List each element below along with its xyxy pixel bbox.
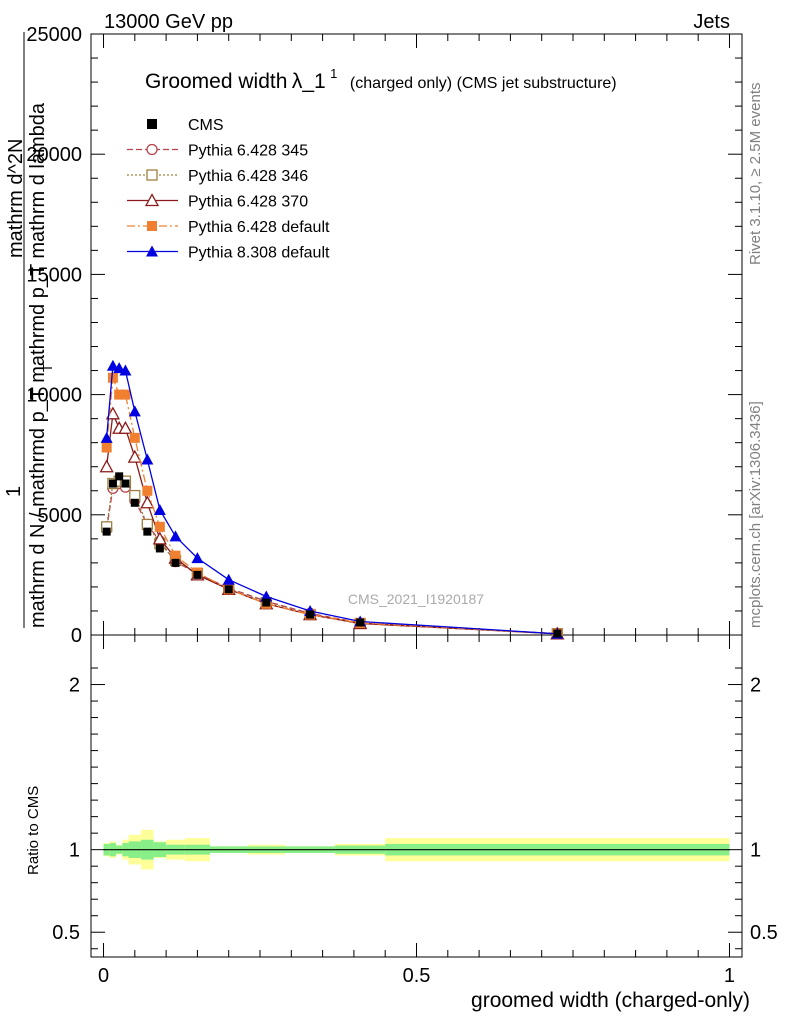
ratio-tick-label: 0.5 <box>52 922 80 944</box>
data-point-cms <box>115 472 124 481</box>
data-point-pythia-8-308-default <box>191 552 204 564</box>
y-label-sub: T <box>40 364 55 372</box>
series-pythia-8-308-default <box>100 359 564 639</box>
ratio-tick-label-right: 2 <box>750 675 761 697</box>
ratio-ylabel: Ratio to CMS <box>25 786 42 875</box>
data-point-pythia-8-308-default <box>106 359 119 371</box>
y-label-line2: mathrm d^2N <box>5 139 27 258</box>
data-point-pythia-8-308-default <box>169 530 182 542</box>
data-point-cms <box>130 498 139 507</box>
series-line-pythia-6-428-default <box>105 377 558 635</box>
main-ticks: 0 5000 10000 15000 20000 25000 <box>26 24 742 647</box>
data-point-pythia-8-308-default <box>141 453 154 465</box>
y-label-denominator: mathrm d N / mathrmd p_T mathrmd p_T mat… <box>27 102 49 628</box>
y-tick-label: 5000 <box>38 505 83 527</box>
data-point-cms <box>262 598 271 607</box>
ratio-plot-frame <box>90 634 743 958</box>
legend-label-cms: CMS <box>188 117 224 134</box>
y-tick-label: 20000 <box>26 144 82 166</box>
legend-marker-pythia-6-428-346 <box>146 169 158 181</box>
plot-title-sup: 1 <box>330 66 337 81</box>
data-point-pythia-8-308-default <box>119 364 132 376</box>
mcplots-label: mcplots.cern.ch [arXiv:1306.3436] <box>747 401 764 628</box>
data-point-pythia-8-308-default <box>128 405 141 417</box>
x-axis-label: groomed width (charged-only) <box>471 989 750 1012</box>
rivet-label: Rivet 3.1.10, ≥ 2.5M events <box>747 83 764 266</box>
legend-label-pythia-8-308-default: Pythia 8.308 default <box>188 245 330 262</box>
x-tick-label: 1 <box>724 965 735 987</box>
data-point-pythia-6-428-default <box>129 432 140 443</box>
data-point-pythia-6-428-370 <box>118 420 133 434</box>
ratio-tick-label: 1 <box>69 840 80 862</box>
header-right: Jets <box>693 11 730 33</box>
data-point-cms <box>108 479 117 488</box>
data-point-cms <box>171 558 180 567</box>
data-point-pythia-8-308-default <box>100 431 113 443</box>
series-line-pythia-8-308-default <box>105 364 558 635</box>
analysis-watermark: CMS_2021_I1920187 <box>348 591 484 607</box>
legend-marker-pythia-8-308-default <box>146 245 158 257</box>
plot-title-lambda: λ_1 <box>292 70 326 93</box>
data-point-pythia-8-308-default <box>222 573 235 585</box>
legend-label-pythia-6-428-370: Pythia 6.428 370 <box>188 194 308 211</box>
series-pythia-6-428-370 <box>99 406 565 640</box>
data-point-pythia-6-428-370 <box>99 459 114 473</box>
x-tick-label: 0 <box>98 965 109 987</box>
series-layer <box>99 359 565 640</box>
legend-marker-pythia-6-428-345 <box>146 143 158 156</box>
data-point-cms <box>553 629 562 638</box>
data-point-cms <box>224 585 233 594</box>
data-point-pythia-8-308-default <box>113 362 126 374</box>
data-point-pythia-6-428-default <box>107 372 118 383</box>
ratio-tick-label-right: 0.5 <box>750 922 778 944</box>
data-point-pythia-6-428-370 <box>127 449 142 463</box>
data-point-cms <box>193 570 202 579</box>
legend-label-pythia-6-428-346: Pythia 6.428 346 <box>188 168 308 185</box>
data-point-cms <box>356 618 365 627</box>
data-point-pythia-8-308-default <box>153 503 166 515</box>
y-label-one: 1 <box>3 486 25 497</box>
plot-title-main: Groomed width <box>145 70 287 93</box>
legend-label-pythia-6-428-345: Pythia 6.428 345 <box>188 143 308 160</box>
data-point-pythia-6-428-default <box>114 389 125 400</box>
ratio-ticks: 0.5 0.5 1 1 2 2 0 0.5 1 <box>52 635 778 987</box>
legend-marker-cms <box>147 119 157 129</box>
y-tick-label: 25000 <box>26 24 82 46</box>
y-tick-label: 15000 <box>26 264 82 286</box>
ratio-tick-label: 2 <box>69 675 80 697</box>
data-point-pythia-6-428-default <box>120 389 131 400</box>
data-point-pythia-6-428-370 <box>140 495 155 509</box>
data-point-pythia-6-428-370 <box>152 531 167 545</box>
header-left: 13000 GeV pp <box>104 11 233 33</box>
data-point-cms <box>155 544 164 553</box>
x-tick-label: 0.5 <box>403 965 431 987</box>
plot-title-rest: (charged only) (CMS jet substructure) <box>350 75 617 92</box>
data-point-cms <box>143 527 152 536</box>
data-point-cms <box>306 610 315 619</box>
data-point-pythia-6-428-default <box>170 550 181 561</box>
legend-marker-pythia-6-428-default <box>147 221 157 231</box>
data-point-cms <box>121 479 130 488</box>
legend-label-pythia-6-428-default: Pythia 6.428 default <box>188 219 330 236</box>
plot-title: Groomed width λ_1 1 (charged only) (CMS … <box>145 65 617 93</box>
legend-marker-pythia-6-428-370 <box>144 193 160 207</box>
data-point-cms <box>102 527 111 536</box>
data-point-pythia-6-428-default <box>142 485 153 496</box>
y-tick-label: 0 <box>71 625 82 647</box>
series-cms <box>102 472 562 638</box>
data-point-pythia-6-428-default <box>154 521 165 532</box>
data-point-pythia-6-428-default <box>101 442 112 453</box>
series-line-pythia-6-428-370 <box>105 411 558 635</box>
series-pythia-6-428-default <box>101 372 563 639</box>
ratio-tick-label-right: 1 <box>750 840 761 862</box>
legend: CMS Pythia 6.428 345 Pythia 6.428 346 Pythi… <box>127 117 330 262</box>
y-tick-label: 10000 <box>26 385 82 407</box>
